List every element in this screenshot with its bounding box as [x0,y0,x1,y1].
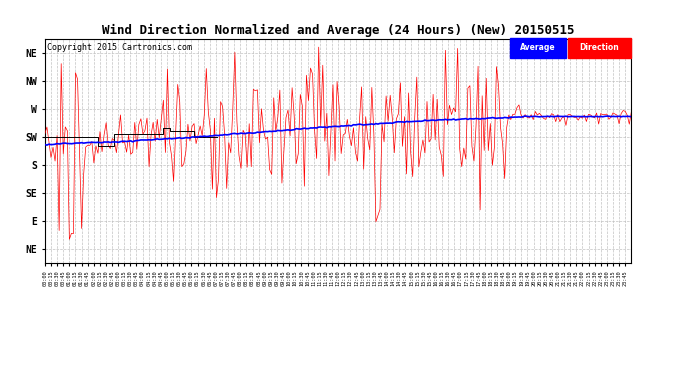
Title: Wind Direction Normalized and Average (24 Hours) (New) 20150515: Wind Direction Normalized and Average (2… [102,24,574,37]
Text: Copyright 2015 Cartronics.com: Copyright 2015 Cartronics.com [47,43,192,52]
Text: Direction: Direction [580,44,620,52]
Text: Average: Average [520,44,556,52]
